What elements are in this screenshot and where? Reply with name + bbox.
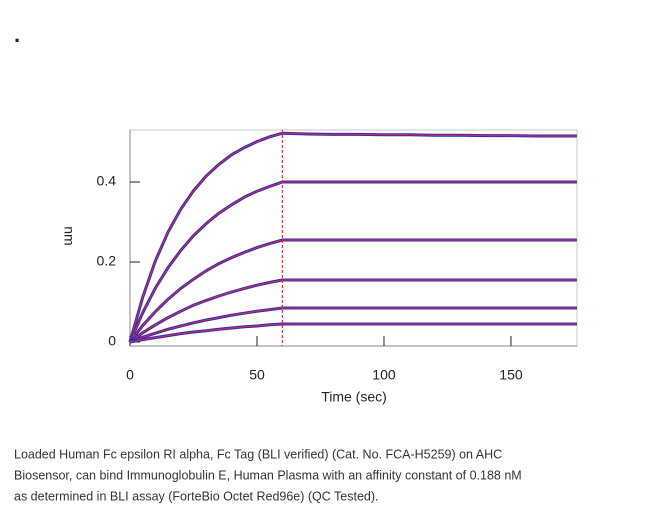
- data-line: [128, 238, 577, 343]
- caption-line: Loaded Human Fc epsilon RI alpha, Fc Tag…: [14, 447, 502, 461]
- data-line: [129, 322, 577, 344]
- x-axis-label: Time (sec): [321, 389, 387, 405]
- x-tick-label: 100: [372, 367, 396, 383]
- y-tick-label: 0.4: [97, 173, 117, 189]
- data-line: [128, 131, 577, 343]
- fit-line: [129, 323, 577, 343]
- fit-line: [129, 239, 577, 343]
- fit-line: [129, 132, 577, 343]
- fit-line: [129, 181, 577, 343]
- caption-line: Biosensor, can bind Immunoglobulin E, Hu…: [14, 468, 522, 482]
- x-tick-label: 50: [249, 367, 265, 383]
- y-tick-label: 0: [108, 333, 116, 349]
- x-tick-label: 150: [499, 367, 523, 383]
- data-line: [128, 180, 577, 343]
- caption-line: as determined in BLI assay (ForteBio Oct…: [14, 489, 379, 503]
- bullet: .: [14, 22, 20, 47]
- plot-frame: [129, 129, 578, 347]
- x-tick-label: 0: [126, 367, 134, 383]
- y-tick-label: 0.2: [97, 253, 117, 269]
- y-axis-label: nm: [61, 226, 77, 245]
